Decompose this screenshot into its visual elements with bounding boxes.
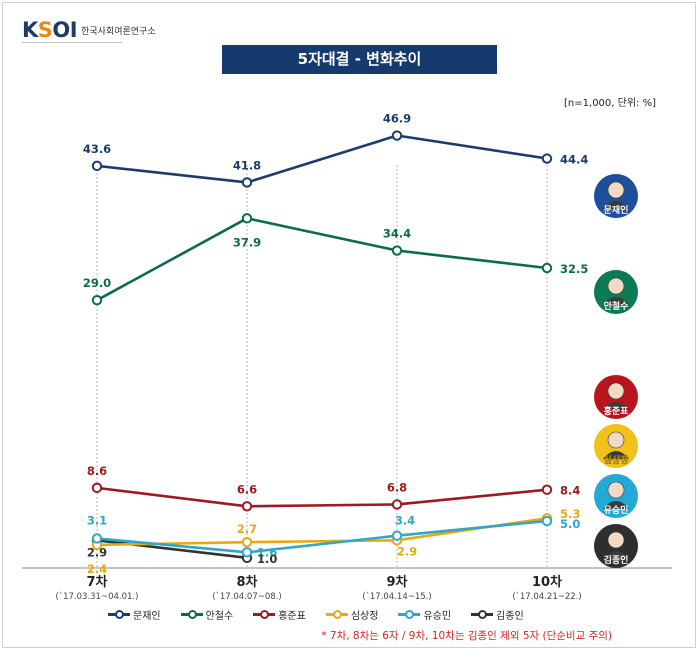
data-label: 6.6 [237,482,257,496]
portrait-shoulders [603,201,629,209]
series-point [541,262,553,274]
legend-swatch [471,608,494,620]
legend-label: 안철수 [205,610,234,622]
portrait-shoulders [603,402,629,410]
ksoi-logo: KSOI 한국사회여론연구소 [22,18,156,42]
series-point [91,533,103,544]
series-point [241,501,253,512]
candidate-name: 김종인 [604,554,629,566]
legend-swatch [325,608,348,620]
candidate-name: 안철수 [604,300,629,312]
portrait-icon [607,431,625,449]
candidate-name: 홍준표 [604,405,630,417]
series-line-문재인 [96,134,548,184]
series-point [541,515,553,527]
series-point [391,130,403,141]
legend-label: 문재인 [133,610,161,622]
logo-divider [22,42,122,43]
x-tick-label: 8차 [236,574,257,590]
data-label: 37.9 [233,235,261,249]
legend-swatch [398,608,421,620]
portrait-icon [607,382,625,400]
series-point [391,499,403,510]
x-tick-label: 10차 [532,574,562,590]
legend-item: 안철수 [180,607,234,622]
series-line-안철수 [96,217,548,302]
legend-label: 유승민 [423,610,452,622]
legend-label: 홍준표 [278,610,306,622]
data-label: 29.0 [83,276,111,290]
data-label: 2.9 [397,544,417,558]
logo-subtitle: 한국사회여론연구소 [81,27,156,37]
data-label: 32.5 [560,262,588,276]
chart-legend: 문재인 안철수 홍준표 심상정 유승민 김종인 [108,606,588,622]
data-label: 3.1 [87,513,107,527]
series-point [541,153,553,164]
series-point [541,484,553,495]
footnote: * 7차, 8차는 6자 / 9차, 10차는 김종인 제외 5자 (단순비교 … [321,630,612,642]
legend-swatch [108,608,130,620]
x-tick-date: (`17.04.14~15.) [362,591,431,602]
data-label: 1.0 [257,552,277,566]
data-label: 41.8 [233,158,261,172]
legend-item: 김종인 [471,607,524,622]
data-label: 3.4 [395,514,415,528]
candidate-name: 심상정 [604,454,629,466]
logo-mark: KSOI [22,18,78,42]
legend-label: 심상정 [350,610,379,622]
portrait-shoulders [603,451,629,459]
legend-swatch [253,608,276,620]
data-label: 43.6 [83,142,111,156]
legend-item: 홍준표 [253,607,306,622]
data-label: 8.6 [87,464,107,478]
portrait-shoulders [603,551,629,559]
x-tick-date: (`17.04.21~22.) [512,591,581,602]
candidate-name: 문재인 [604,204,629,216]
series-point [91,295,103,306]
data-label: 5.3 [560,507,580,521]
series-point [91,482,103,494]
x-tick-date: (`17.04.07~08.) [212,591,281,602]
data-label: 8.4 [560,484,580,498]
series-line-유승민 [96,519,548,554]
portrait-icon [607,481,625,499]
data-label: 5.0 [560,517,580,531]
legend-item: 문재인 [108,607,161,622]
data-label: 34.4 [383,227,411,241]
candidate-name: 유승민 [604,504,629,516]
data-label: 46.9 [383,112,411,126]
x-tick-date: (`17.03.31~04.01.) [56,591,139,602]
series-point [241,177,253,188]
data-label: 2.7 [237,522,257,536]
portrait-icon [607,181,625,199]
portrait-icon [607,531,625,549]
portrait-shoulders [603,501,629,509]
series-point [391,530,403,541]
series-point [91,160,103,172]
data-label: 6.8 [387,480,407,494]
x-tick-label: 7차 [86,574,107,590]
data-label: 2.4 [87,562,107,576]
data-label: 2.9 [87,545,107,559]
series-line-심상정 [96,516,548,547]
series-point [241,547,253,558]
x-tick-label: 9차 [386,574,407,590]
unit-note: [n=1,000, 단위: %] [564,98,656,109]
series-line-홍준표 [96,486,548,508]
series-point [391,245,403,256]
legend-item: 유승민 [398,607,451,622]
portrait-icon [607,277,625,295]
legend-swatch [180,608,203,620]
data-label: 44.4 [560,153,588,167]
legend-label: 김종인 [496,610,524,622]
chart-title: 5자대결 - 변화추이 [222,45,497,74]
data-label: 1.6 [257,545,277,559]
series-point [241,213,253,224]
portrait-shoulders [603,297,629,305]
series-point [241,536,253,548]
legend-item: 심상정 [325,607,379,622]
